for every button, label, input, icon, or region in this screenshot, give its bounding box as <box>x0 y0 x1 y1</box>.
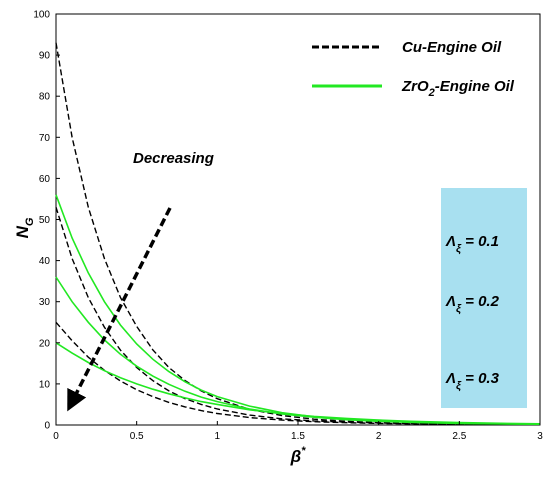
y-tick-label: 40 <box>39 256 51 267</box>
series-line-5 <box>55 276 541 425</box>
x-tick-label: 0.5 <box>130 431 144 442</box>
y-ticks: 0 10 20 30 40 50 60 70 80 90 100 <box>33 10 60 432</box>
x-tick-label: 1.5 <box>291 431 305 442</box>
parameter-label-2: Λξ = 0.2 <box>445 293 500 315</box>
y-tick-label: 10 <box>39 379 51 390</box>
series-layer <box>55 42 541 426</box>
y-tick-label: 100 <box>33 10 50 21</box>
y-tick-label: 30 <box>39 297 51 308</box>
x-ticks: 0 0.5 1 1.5 2 2.5 3 <box>53 421 543 442</box>
x-tick-label: 2.5 <box>452 431 466 442</box>
y-tick-label: 20 <box>39 338 51 349</box>
parameter-box <box>441 188 527 408</box>
y-tick-label: 60 <box>39 174 51 185</box>
series-line-3 <box>55 321 541 426</box>
x-tick-label: 2 <box>376 431 382 442</box>
x-tick-label: 3 <box>537 431 543 442</box>
parameter-label-1: Λξ = 0.1 <box>445 233 499 255</box>
y-tick-label: 90 <box>39 51 51 62</box>
legend-label-2: ZrO2-Engine Oil <box>401 78 515 99</box>
decreasing-arrow <box>67 207 172 412</box>
legend: Cu-Engine Oil ZrO2-Engine Oil <box>312 39 515 99</box>
x-tick-label: 1 <box>215 431 221 442</box>
svg-text:NG: NG <box>13 217 36 238</box>
y-axis-label: NG <box>13 217 36 238</box>
y-tick-label: 70 <box>39 133 51 144</box>
series-line-6 <box>55 342 541 425</box>
y-tick-label: 80 <box>39 92 51 103</box>
x-tick-label: 0 <box>53 431 59 442</box>
y-tick-label: 0 <box>44 421 50 432</box>
parameter-labels: Λξ = 0.1 Λξ = 0.2 Λξ = 0.3 <box>445 233 500 392</box>
x-axis-label: β* <box>290 445 307 466</box>
svg-text:β*: β* <box>290 445 307 466</box>
parameter-label-3: Λξ = 0.3 <box>445 370 500 392</box>
legend-label-1: Cu-Engine Oil <box>402 39 502 56</box>
y-tick-label: 50 <box>39 215 51 226</box>
annotation-decreasing: Decreasing <box>133 150 214 167</box>
